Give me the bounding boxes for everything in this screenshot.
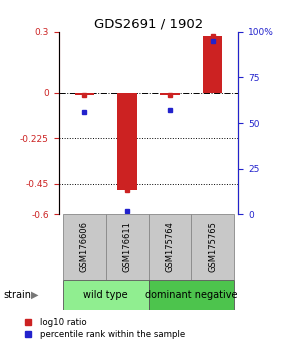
Bar bbox=[160, 93, 180, 95]
Bar bbox=[203, 36, 222, 93]
Bar bbox=[75, 93, 94, 95]
Text: dominant negative: dominant negative bbox=[145, 290, 238, 300]
Bar bbox=[106, 214, 148, 280]
Text: GSM176611: GSM176611 bbox=[123, 222, 132, 272]
Text: GSM176606: GSM176606 bbox=[80, 221, 89, 273]
Bar bbox=[148, 214, 191, 280]
Title: GDS2691 / 1902: GDS2691 / 1902 bbox=[94, 18, 203, 31]
Bar bbox=[63, 280, 148, 310]
Legend: log10 ratio, percentile rank within the sample: log10 ratio, percentile rank within the … bbox=[19, 318, 185, 339]
Bar bbox=[148, 280, 234, 310]
Bar bbox=[63, 214, 106, 280]
Text: GSM175764: GSM175764 bbox=[165, 222, 174, 272]
Bar bbox=[191, 214, 234, 280]
Text: strain: strain bbox=[3, 290, 31, 299]
Text: GSM175765: GSM175765 bbox=[208, 222, 217, 272]
Text: wild type: wild type bbox=[83, 290, 128, 300]
Text: ▶: ▶ bbox=[31, 290, 38, 299]
Bar bbox=[117, 93, 137, 190]
